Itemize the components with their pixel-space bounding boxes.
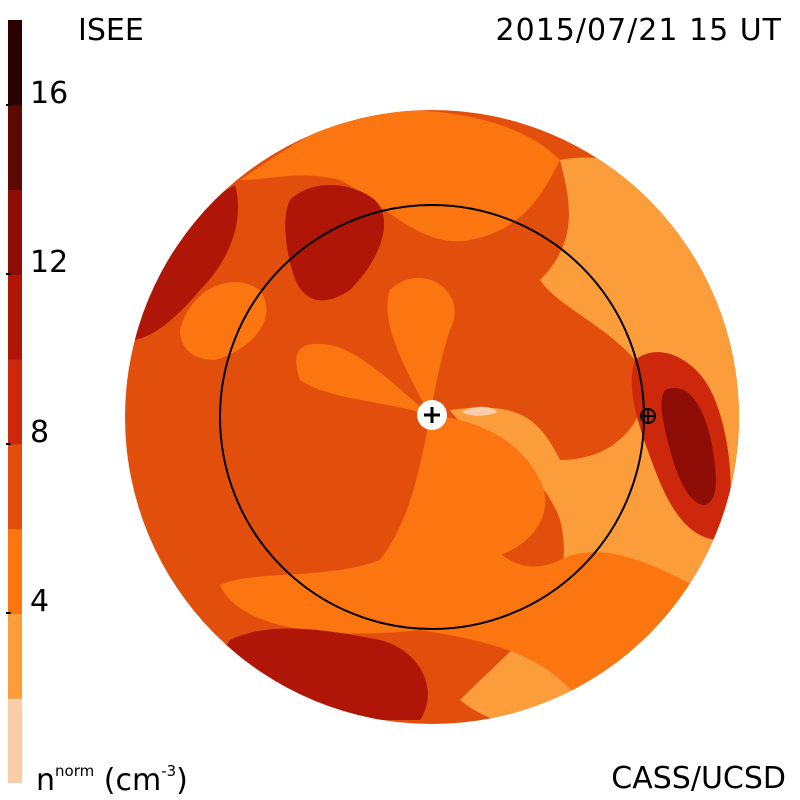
timestamp: 2015/07/21 15 UT — [495, 13, 782, 48]
density-region-dark-north — [285, 185, 385, 301]
density-region-dark-northwest — [130, 185, 239, 340]
unit-exponent: -3 — [161, 762, 177, 780]
density-region-orange-south — [220, 415, 720, 700]
density-region-darker-east — [661, 388, 716, 505]
colorbar-level-0 — [8, 698, 22, 783]
earth-marker — [640, 408, 656, 424]
colorbar-level-5 — [8, 274, 22, 360]
title-left: ISEE — [78, 13, 144, 48]
unit-label: nnorm (cm-3) — [36, 764, 188, 796]
colorbar-level-1 — [8, 613, 22, 699]
unit-close: ) — [176, 763, 188, 798]
colorbar-level-7 — [8, 104, 22, 191]
quantity-superscript: norm — [55, 762, 95, 780]
colorbar-level-4 — [8, 359, 22, 445]
colorbar — [8, 20, 22, 783]
colorbar-level-2 — [8, 528, 22, 614]
density-region-orange-northwest — [180, 282, 267, 360]
quantity-symbol: n — [36, 763, 56, 798]
colorbar-level-3 — [8, 443, 22, 530]
density-region-orange-core — [296, 277, 546, 560]
sun-marker — [417, 400, 447, 430]
credit-label: CASS/UCSD — [611, 761, 786, 796]
density-region-faint — [462, 406, 498, 416]
unit-open: (cm — [103, 763, 162, 798]
colorbar-level-6 — [8, 189, 22, 275]
colorbar-level-8 — [8, 20, 22, 106]
density-region-orange-north — [240, 110, 560, 242]
